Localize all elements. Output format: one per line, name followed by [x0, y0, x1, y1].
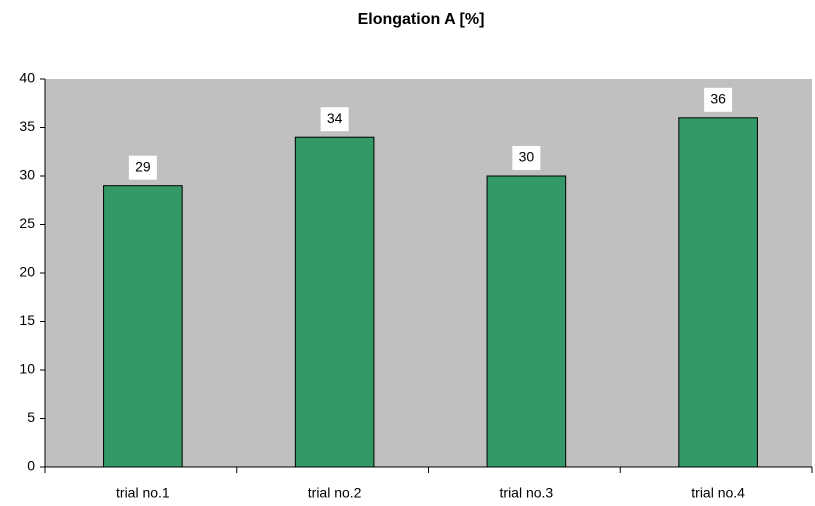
- data-label-box: [704, 87, 733, 112]
- x-tick-label: trial no.1: [116, 485, 170, 501]
- bar: [294, 136, 375, 468]
- bar: [486, 175, 567, 468]
- y-tick-label: 10: [19, 361, 35, 377]
- y-tick-label: 5: [27, 409, 35, 425]
- bar: [103, 185, 183, 468]
- data-label-box: [320, 107, 349, 132]
- y-tick-label: 35: [19, 118, 35, 134]
- data-label: 29: [135, 158, 151, 174]
- data-label: 34: [327, 110, 343, 126]
- x-tick-label: trial no.3: [500, 485, 554, 501]
- chart-title: Elongation A [%]: [358, 11, 485, 28]
- data-label: 30: [519, 149, 535, 165]
- x-tick-label: trial no.4: [691, 485, 745, 501]
- y-tick-label: 40: [19, 70, 35, 86]
- y-tick-label: 30: [19, 167, 35, 183]
- y-tick-label: 15: [19, 312, 35, 328]
- data-label: 36: [710, 91, 726, 107]
- bar: [678, 117, 758, 468]
- y-tick-label: 0: [27, 458, 35, 474]
- y-tick-label: 25: [19, 215, 35, 231]
- data-label-box: [512, 146, 541, 170]
- data-label-box: [128, 155, 157, 180]
- x-tick-label: trial no.2: [308, 485, 362, 501]
- y-tick-label: 20: [19, 264, 35, 280]
